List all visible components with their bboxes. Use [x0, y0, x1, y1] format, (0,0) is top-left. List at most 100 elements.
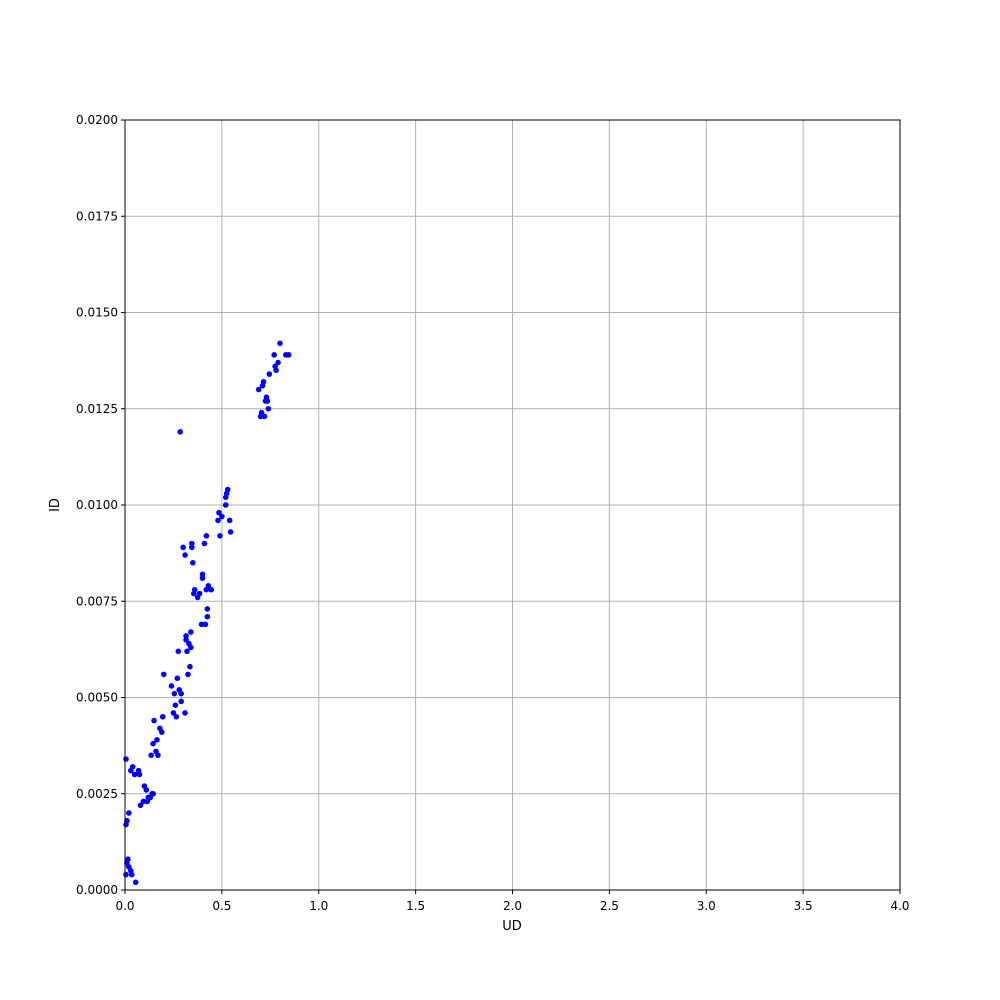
data-point	[123, 756, 129, 762]
y-tick-label: 0.0175	[76, 209, 118, 223]
data-point	[136, 771, 143, 778]
data-point	[261, 413, 268, 420]
data-point	[160, 671, 167, 678]
data-point	[150, 790, 156, 797]
data-point	[188, 629, 194, 635]
data-point	[216, 509, 222, 516]
data-point	[285, 352, 292, 358]
x-tick-label: 2.5	[600, 899, 619, 913]
y-tick-label: 0.0000	[76, 883, 118, 897]
y-tick-label: 0.0025	[76, 787, 118, 801]
data-point	[208, 586, 215, 593]
data-point	[226, 517, 233, 524]
y-tick-label: 0.0200	[76, 113, 118, 127]
data-point	[183, 636, 189, 643]
data-point	[129, 764, 136, 770]
data-point	[154, 737, 160, 743]
y-tick-label: 0.0100	[76, 498, 118, 512]
data-point	[180, 544, 186, 551]
data-point	[190, 559, 196, 566]
data-point	[265, 405, 272, 412]
data-points	[123, 340, 292, 886]
x-tick-label: 1.5	[406, 899, 425, 913]
data-point	[224, 486, 231, 493]
data-point	[204, 613, 211, 620]
axis-ticks: 0.0 0.5 1.0 1.5 2.0 2.5 3.0 3.5 4.0 0.0000 0.0025 0…	[76, 113, 910, 913]
data-point	[128, 871, 135, 878]
data-point	[148, 752, 154, 759]
data-point	[124, 817, 130, 824]
x-tick-label: 4.0	[890, 899, 909, 913]
data-point	[168, 683, 175, 689]
data-point	[126, 810, 132, 816]
data-point	[187, 663, 193, 670]
data-point	[227, 529, 234, 535]
data-point	[219, 513, 225, 520]
data-point	[271, 352, 277, 358]
data-point	[175, 648, 182, 655]
data-point	[143, 787, 150, 793]
data-point	[171, 690, 178, 697]
data-point	[182, 710, 188, 716]
data-point	[159, 729, 165, 735]
x-tick-label: 1.0	[309, 899, 328, 913]
x-tick-label: 3.5	[794, 899, 813, 913]
data-point	[277, 340, 283, 347]
data-point	[131, 771, 138, 778]
data-point	[264, 398, 271, 404]
data-point	[273, 367, 279, 374]
data-point	[170, 710, 177, 716]
x-tick-label: 2.0	[503, 899, 522, 913]
data-point	[189, 540, 195, 547]
x-tick-label: 3.0	[697, 899, 716, 913]
data-point	[172, 702, 179, 708]
data-point	[203, 533, 210, 539]
data-point	[217, 533, 223, 539]
data-point	[199, 575, 206, 581]
y-tick-label: 0.0125	[76, 402, 118, 416]
y-axis-label: ID	[48, 498, 63, 512]
data-point	[222, 502, 229, 508]
data-point	[183, 633, 189, 639]
data-point	[140, 798, 147, 805]
data-point	[185, 671, 191, 678]
data-point	[215, 517, 221, 524]
data-point	[123, 871, 129, 878]
data-point	[182, 552, 188, 558]
data-point	[201, 540, 208, 547]
data-point	[173, 713, 180, 720]
data-point	[178, 690, 184, 697]
data-point	[258, 409, 265, 416]
data-point	[155, 752, 161, 759]
x-axis-label: UD	[502, 919, 522, 934]
data-point	[177, 429, 184, 435]
data-point	[125, 856, 131, 862]
y-tick-label: 0.0050	[76, 691, 118, 705]
data-point	[188, 644, 194, 651]
data-point	[137, 802, 144, 809]
data-point	[275, 359, 281, 366]
data-point	[150, 740, 156, 747]
data-point	[204, 606, 211, 612]
x-tick-label: 0.0	[115, 899, 134, 913]
data-point	[132, 879, 139, 886]
data-point	[260, 379, 267, 385]
data-point	[199, 571, 206, 578]
data-point	[191, 586, 198, 593]
data-point	[159, 713, 166, 720]
data-point	[255, 386, 262, 393]
data-point	[174, 675, 181, 682]
data-point	[151, 717, 157, 724]
data-point	[189, 544, 195, 551]
data-point	[196, 590, 203, 597]
y-tick-label: 0.0150	[76, 306, 118, 320]
y-tick-label: 0.0075	[76, 594, 118, 608]
data-point	[184, 648, 190, 655]
data-point	[205, 583, 212, 589]
data-point	[202, 621, 209, 628]
data-point	[178, 698, 184, 705]
x-tick-label: 0.5	[212, 899, 231, 913]
data-point	[266, 371, 273, 377]
